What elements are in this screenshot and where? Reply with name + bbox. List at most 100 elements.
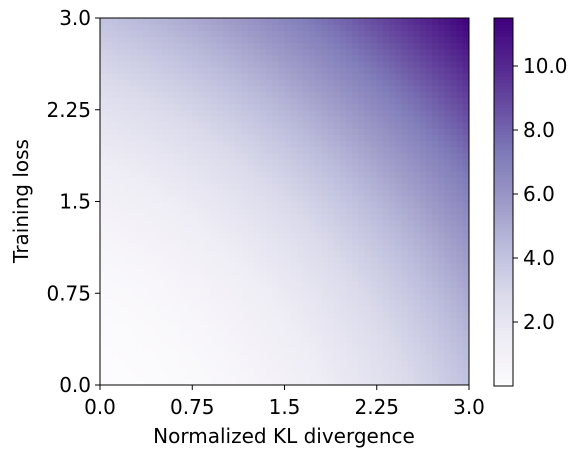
heatmap-cell (296, 256, 304, 264)
heatmap-cell (358, 311, 366, 319)
heatmap-cell (124, 342, 132, 349)
heatmap-cell (315, 244, 322, 252)
heatmap-cell (167, 164, 175, 172)
heatmap-cell (155, 109, 163, 117)
heatmap-cell (235, 201, 243, 209)
heatmap-cell (419, 342, 427, 349)
heatmap-cell (130, 79, 138, 86)
heatmap-cell (407, 293, 415, 300)
heatmap-cell (100, 232, 107, 239)
heatmap-cell (173, 201, 181, 209)
heatmap-cell (161, 91, 169, 99)
heatmap-cell (333, 305, 341, 313)
heatmap-cell (395, 121, 402, 129)
heatmap-cell (179, 183, 187, 190)
heatmap-cell (462, 183, 469, 190)
heatmap-cell (149, 48, 156, 56)
heatmap-cell (327, 219, 335, 227)
colorbar-segment (494, 24, 513, 28)
heatmap-cell (425, 336, 433, 343)
heatmap-cell (136, 372, 144, 380)
heatmap-cell (235, 79, 243, 86)
heatmap-cell (247, 238, 255, 245)
heatmap-cell (302, 85, 310, 92)
heatmap-cell (450, 152, 458, 160)
heatmap-cell (253, 256, 261, 264)
heatmap-cell (155, 140, 163, 148)
heatmap-cell (223, 201, 230, 209)
heatmap-cell (309, 54, 316, 62)
heatmap-cell (339, 238, 347, 245)
heatmap-cell (432, 299, 439, 307)
heatmap-cell (382, 293, 390, 300)
heatmap-cell (179, 293, 187, 300)
heatmap-cell (118, 183, 126, 190)
heatmap-cell (124, 121, 132, 129)
heatmap-cell (259, 73, 267, 80)
heatmap-cell (352, 293, 359, 300)
heatmap-cell (216, 36, 224, 44)
heatmap-cell (186, 281, 193, 288)
heatmap-cell (339, 140, 347, 148)
heatmap-cell (259, 189, 267, 196)
colorbar-segment (494, 349, 513, 353)
heatmap-cell (266, 128, 273, 135)
heatmap-cell (186, 250, 193, 258)
heatmap-cell (315, 256, 322, 264)
heatmap-cell (136, 268, 144, 276)
heatmap-cell (333, 281, 341, 288)
heatmap-cell (438, 79, 445, 86)
heatmap-cell (241, 85, 249, 92)
colorbar-segment (494, 324, 513, 329)
heatmap-cell (456, 121, 464, 129)
heatmap-cell (179, 256, 187, 264)
heatmap-cell (266, 79, 273, 86)
heatmap-cell (382, 207, 390, 215)
heatmap-cell (333, 128, 341, 135)
heatmap-cell (339, 48, 347, 56)
heatmap-cell (130, 24, 138, 31)
heatmap-cell (179, 219, 187, 227)
heatmap-cell (241, 329, 249, 337)
heatmap-cell (118, 103, 126, 111)
heatmap-cell (309, 30, 316, 37)
heatmap-cell (229, 115, 236, 123)
heatmap-cell (438, 323, 445, 331)
heatmap-cell (413, 274, 421, 282)
heatmap-cell (130, 170, 138, 178)
heatmap-cell (186, 103, 193, 111)
heatmap-cell (419, 256, 427, 264)
heatmap-cell (173, 293, 181, 300)
heatmap-cell (136, 189, 144, 196)
heatmap-cell (407, 360, 415, 368)
heatmap-cell (432, 207, 439, 215)
heatmap-cell (425, 140, 433, 148)
heatmap-cell (155, 378, 163, 385)
heatmap-cell (370, 244, 378, 252)
heatmap-cell (444, 323, 452, 331)
heatmap-cell (266, 305, 273, 313)
heatmap-cell (167, 146, 175, 154)
heatmap-cell (432, 268, 439, 276)
heatmap-cell (112, 250, 120, 258)
heatmap-cell (173, 103, 181, 111)
heatmap-cell (425, 305, 433, 313)
heatmap-cell (210, 262, 218, 270)
heatmap-cell (198, 354, 206, 362)
heatmap-cell (389, 336, 396, 343)
heatmap-cell (149, 348, 156, 356)
heatmap-cell (382, 115, 390, 123)
heatmap-cell (450, 225, 458, 233)
heatmap-cell (278, 244, 286, 252)
heatmap-cell (315, 317, 322, 325)
heatmap-cell (358, 109, 366, 117)
heatmap-cell (346, 336, 353, 343)
heatmap-cell (407, 213, 415, 221)
heatmap-cell (229, 323, 236, 331)
heatmap-cell (186, 79, 193, 86)
heatmap-cell (389, 213, 396, 221)
heatmap-cell (290, 48, 298, 56)
heatmap-cell (167, 48, 175, 56)
heatmap-cell (389, 201, 396, 209)
heatmap-cell (370, 360, 378, 368)
